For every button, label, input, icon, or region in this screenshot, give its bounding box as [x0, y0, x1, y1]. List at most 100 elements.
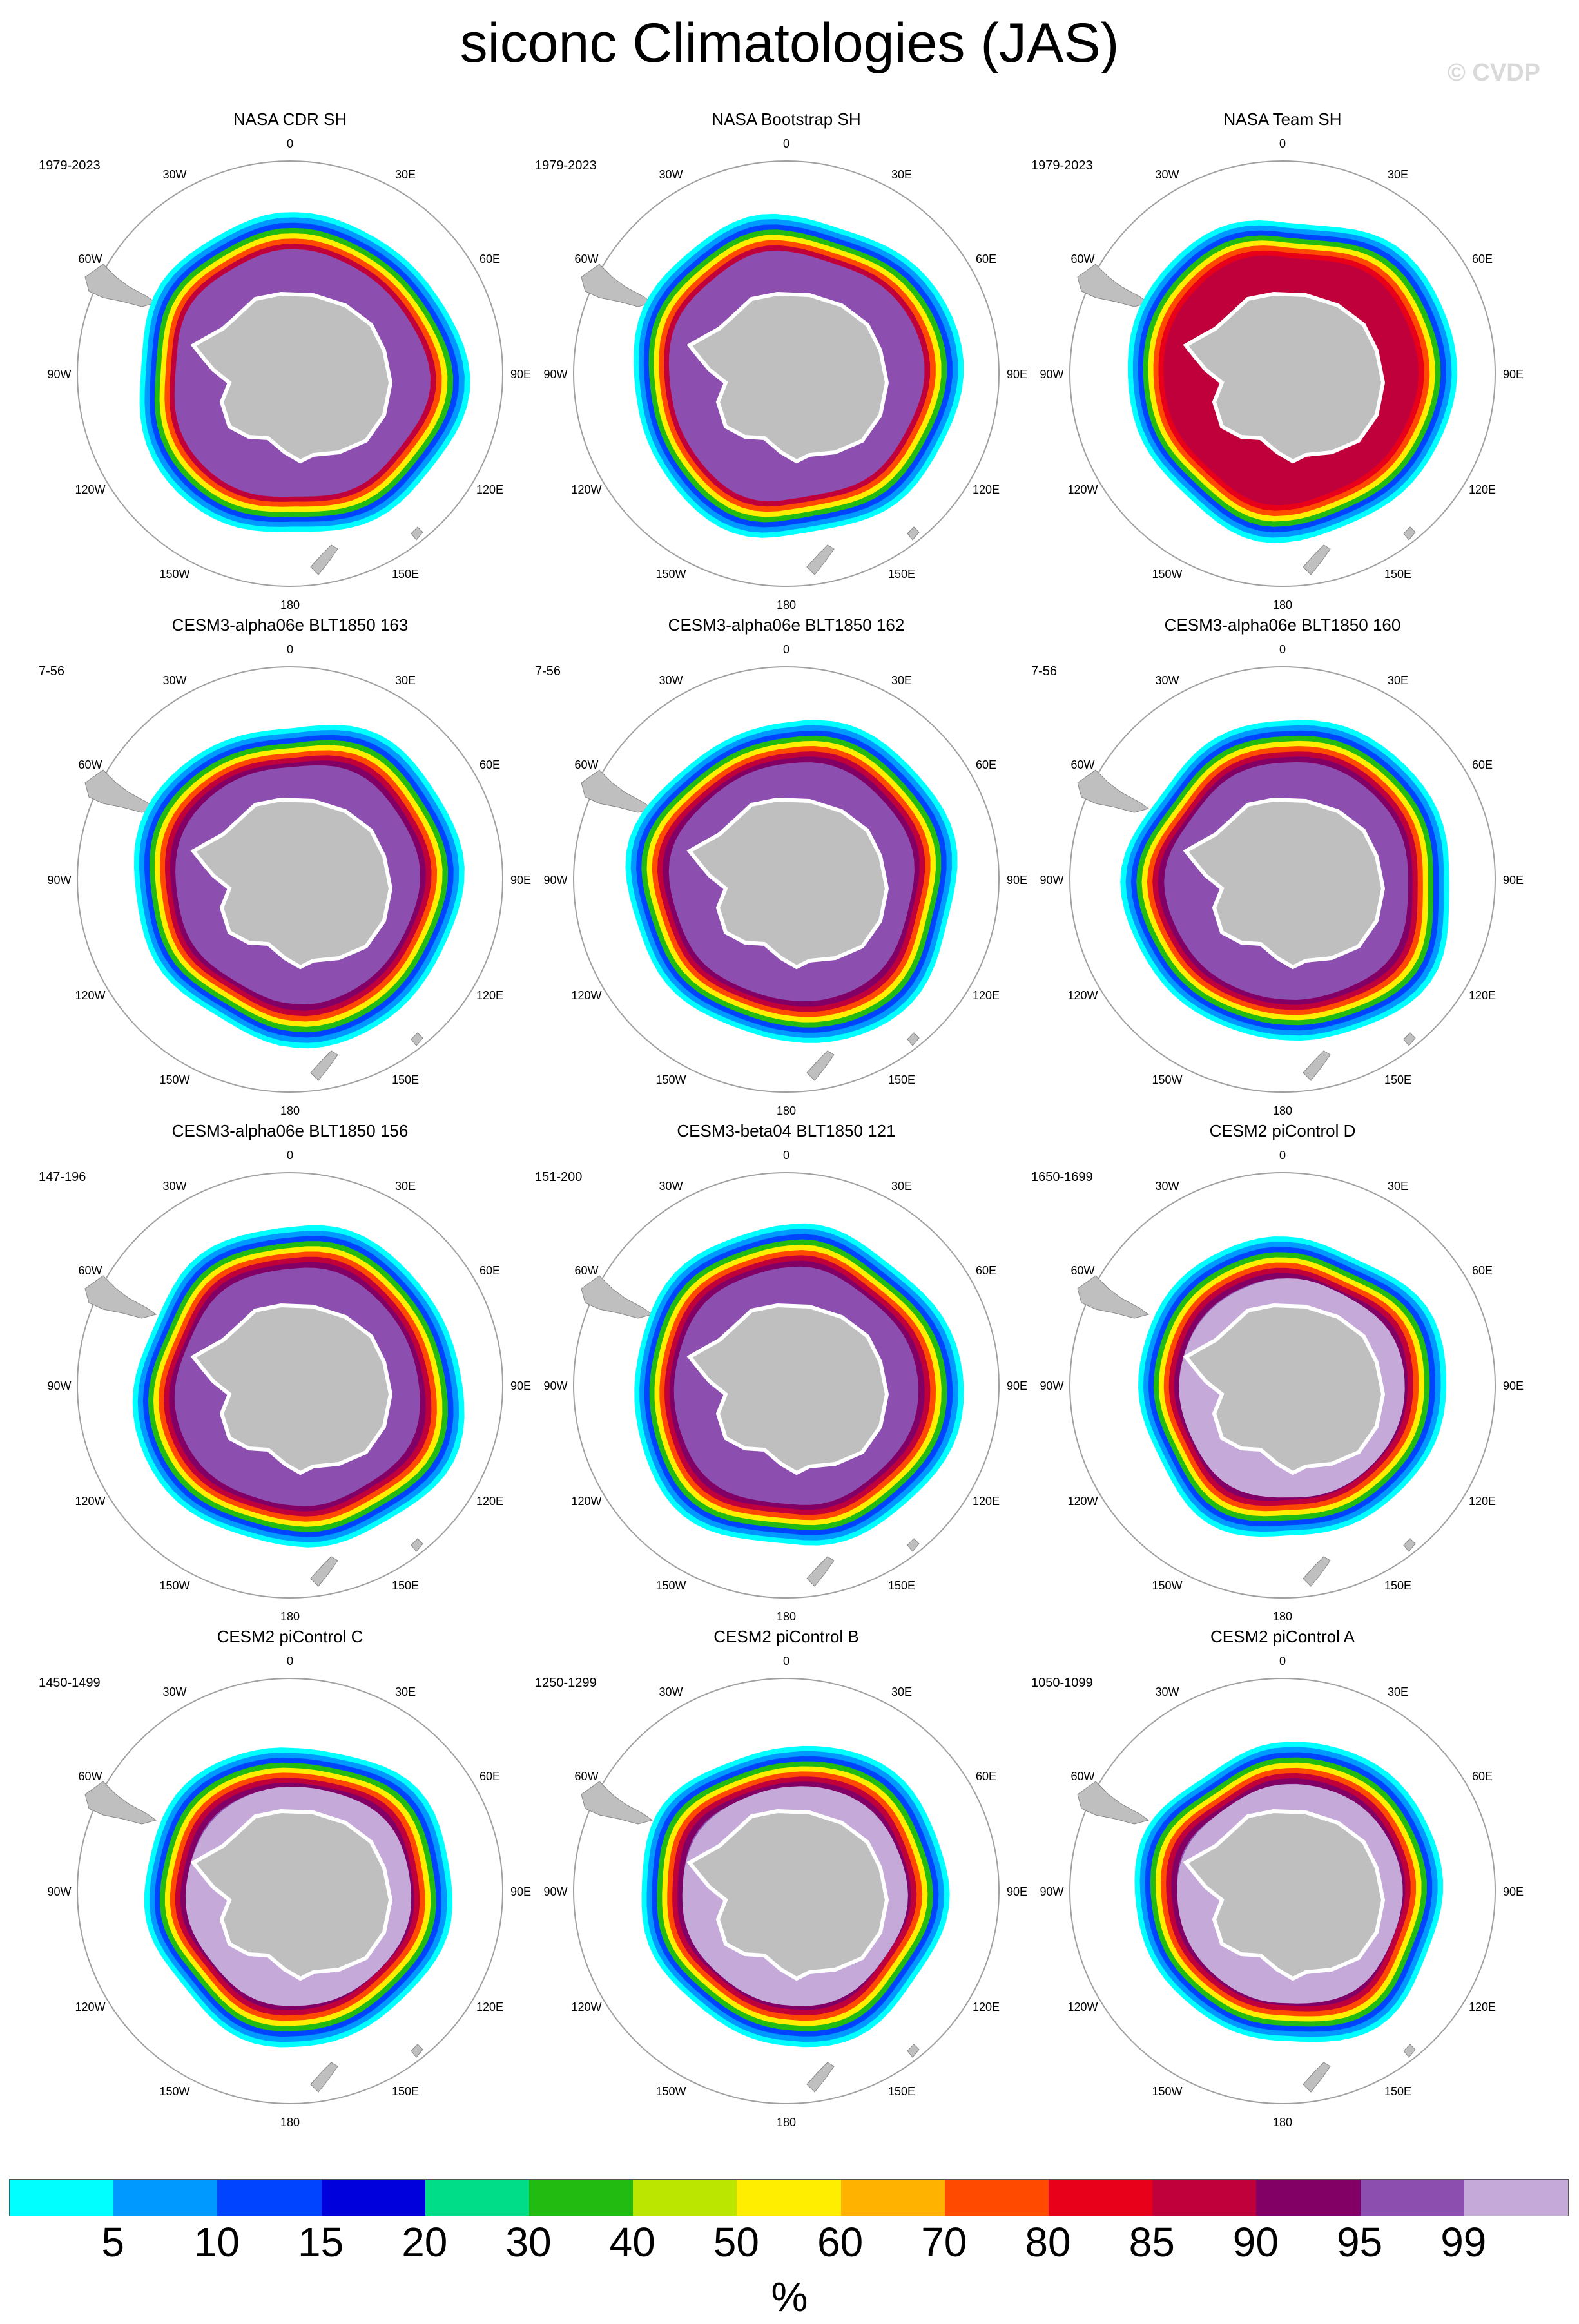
tasmania-landmass [1403, 1032, 1416, 1046]
longitude-label: 0 [287, 1149, 293, 1162]
longitude-label: 120W [1067, 1495, 1098, 1508]
new-zealand-landmass [806, 1050, 835, 1081]
longitude-label: 90W [47, 1885, 71, 1898]
antarctica-landmass [1183, 797, 1386, 970]
polar-stereographic-map: 0 30E 60E 90E 120E 150E 180 150W 120W 90W 60W 30W [1040, 1149, 1524, 1623]
longitude-label: 0 [783, 1149, 790, 1162]
polar-stereographic-map: 0 30E 60E 90E 120E 150E 180 150W 120W 90W 60W 30W [543, 1149, 1027, 1623]
longitude-label: 30W [659, 1685, 683, 1698]
polar-stereographic-map: 0 30E 60E 90E 120E 150E 180 150W 120W 90W 60W 30W [47, 1655, 531, 2129]
panel-title: CESM3-alpha06e BLT1850 160 [1164, 615, 1401, 635]
longitude-label: 150W [159, 1073, 189, 1086]
longitude-label: 120E [476, 989, 503, 1002]
longitude-label: 120W [75, 989, 105, 1002]
map-panel: 0 30E 60E 90E 120E 150E 180 150W 120W 90W 60W 30W CE… [39, 1121, 541, 1624]
longitude-label: 150W [655, 568, 686, 581]
polar-stereographic-map: 0 30E 60E 90E 120E 150E 180 150W 120W 90W 60W 30W [47, 137, 531, 611]
longitude-label: 150E [888, 568, 915, 581]
longitude-label: 150E [1384, 568, 1411, 581]
longitude-label: 0 [1279, 1149, 1286, 1162]
panel-period: 151-200 [535, 1170, 583, 1184]
antarctica-landmass [1183, 1303, 1386, 1475]
longitude-label: 90W [1040, 368, 1063, 381]
antarctica-landmass [1183, 1809, 1386, 1981]
map-panel: 0 30E 60E 90E 120E 150E 180 150W 120W 90W 60W 30W CE… [1031, 1121, 1534, 1624]
longitude-label: 90W [543, 874, 567, 887]
map-panel: 0 30E 60E 90E 120E 150E 180 150W 120W 90W 60W 30W CE… [39, 615, 541, 1118]
panel-title: CESM2 piControl C [217, 1627, 363, 1646]
panel-period: 1979-2023 [39, 158, 101, 173]
longitude-label: 30E [891, 168, 912, 181]
longitude-label: 90W [1040, 1885, 1063, 1898]
longitude-label: 150W [655, 2085, 686, 2098]
longitude-label: 30W [162, 674, 186, 687]
longitude-label: 0 [1279, 137, 1286, 150]
panel-title: CESM2 piControl B [713, 1627, 859, 1646]
new-zealand-landmass [806, 544, 835, 575]
longitude-label: 60E [1472, 1264, 1493, 1277]
longitude-label: 180 [1273, 599, 1292, 611]
longitude-label: 120W [75, 2001, 105, 2013]
longitude-label: 90E [510, 368, 531, 381]
longitude-label: 90E [510, 874, 531, 887]
tasmania-landmass [907, 1032, 920, 1046]
longitude-label: 120W [571, 483, 601, 496]
longitude-label: 0 [287, 1655, 293, 1667]
longitude-label: 90E [510, 1379, 531, 1392]
colorbar-tick-label: 5 [101, 2219, 124, 2265]
longitude-label: 90E [1503, 1885, 1524, 1898]
longitude-label: 180 [777, 1104, 796, 1117]
panel-title: CESM3-alpha06e BLT1850 163 [171, 615, 409, 635]
antarctica-landmass [686, 291, 889, 464]
longitude-label: 120W [75, 483, 105, 496]
panel-title: NASA Bootstrap SH [712, 110, 861, 129]
longitude-label: 90E [1503, 1379, 1524, 1392]
antarctica-landmass [190, 291, 393, 464]
longitude-label: 60W [1070, 253, 1094, 265]
polar-stereographic-map: 0 30E 60E 90E 120E 150E 180 150W 120W 90W 60W 30W [47, 643, 531, 1117]
colorbar-swatch [113, 2180, 218, 2216]
longitude-label: 120W [571, 2001, 601, 2013]
map-panel: 0 30E 60E 90E 120E 150E 180 150W 120W 90W 60W 30W NA… [1031, 110, 1534, 612]
panel-title: NASA Team SH [1223, 110, 1342, 129]
new-zealand-landmass [310, 544, 338, 575]
longitude-label: 0 [287, 643, 293, 656]
colorbar-tick-label: 70 [921, 2219, 967, 2265]
polar-stereographic-map: 0 30E 60E 90E 120E 150E 180 150W 120W 90W 60W 30W [543, 643, 1027, 1117]
colorbar-swatch [633, 2180, 737, 2216]
new-zealand-landmass [806, 2062, 835, 2093]
longitude-label: 150W [655, 1073, 686, 1086]
colorbar-swatch [944, 2180, 1049, 2216]
panel-period: 7-56 [535, 664, 561, 678]
tasmania-landmass [907, 526, 920, 541]
longitude-label: 30W [1155, 1685, 1179, 1698]
longitude-label: 30E [1388, 1685, 1408, 1698]
longitude-label: 120W [571, 1495, 601, 1508]
longitude-label: 0 [783, 643, 790, 656]
colorbar [9, 2179, 1569, 2216]
new-zealand-landmass [310, 2062, 338, 2093]
colorbar-tick-label: 10 [193, 2219, 240, 2265]
panel-period: 7-56 [1031, 664, 1058, 678]
colorbar-tick-labels: 5 10 15 20 30 40 50 60 70 80 85 90 95 99 [9, 2218, 1567, 2276]
tasmania-landmass [411, 526, 423, 541]
longitude-label: 150E [1384, 1579, 1411, 1592]
panel-title: CESM3-alpha06e BLT1850 156 [171, 1121, 409, 1140]
longitude-label: 30W [659, 1180, 683, 1193]
longitude-label: 60W [78, 1770, 102, 1783]
longitude-label: 150E [888, 2085, 915, 2098]
new-zealand-landmass [310, 1556, 338, 1587]
map-panel: 0 30E 60E 90E 120E 150E 180 150W 120W 90W 60W 30W NA… [535, 110, 1038, 612]
colorbar-tick-label: 20 [402, 2219, 448, 2265]
longitude-label: 0 [783, 1655, 790, 1667]
south-america-landmass [1077, 1781, 1150, 1825]
longitude-label: 90E [1007, 874, 1027, 887]
longitude-label: 60W [574, 758, 598, 771]
longitude-label: 150W [1152, 1073, 1182, 1086]
longitude-label: 120E [476, 1495, 503, 1508]
map-panel: 0 30E 60E 90E 120E 150E 180 150W 120W 90W 60W 30W CE… [535, 1121, 1038, 1624]
longitude-label: 60E [480, 758, 500, 771]
tasmania-landmass [1403, 2044, 1416, 2058]
longitude-label: 0 [1279, 1655, 1286, 1667]
antarctica-landmass [686, 1809, 889, 1981]
